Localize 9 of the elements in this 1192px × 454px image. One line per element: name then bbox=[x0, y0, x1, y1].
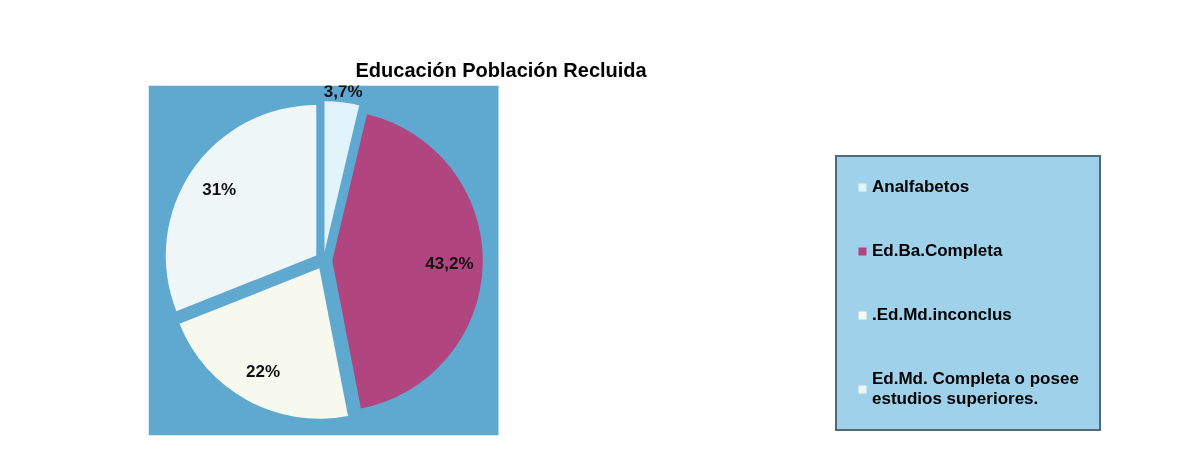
data-label: 43,2% bbox=[425, 253, 474, 273]
chart-title: Educación Población Recluida bbox=[355, 58, 648, 81]
legend-label: Ed.Md. Completa o posee estudios superiores. bbox=[872, 369, 1079, 409]
legend-label: .Ed.Md.inconclus bbox=[872, 305, 1012, 325]
data-label: 3,7% bbox=[323, 82, 363, 102]
legend-label: Ed.Ba.Completa bbox=[872, 241, 1003, 261]
legend-label: Analfabetos bbox=[872, 177, 970, 197]
data-label: 22% bbox=[246, 361, 281, 381]
data-label: 31% bbox=[202, 180, 237, 200]
